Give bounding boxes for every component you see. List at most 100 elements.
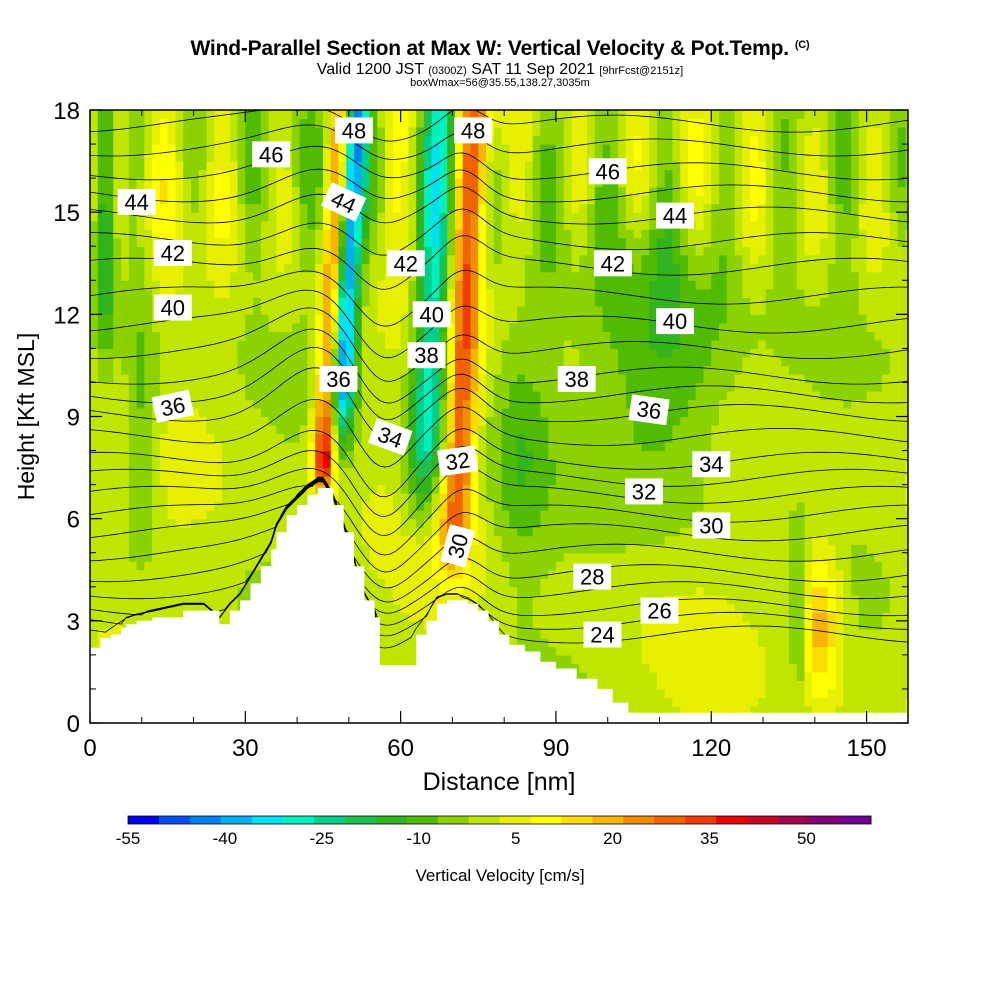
velocity-cell (540, 254, 549, 264)
velocity-cell (587, 203, 596, 213)
velocity-cell (330, 263, 340, 273)
velocity-cell (431, 280, 441, 290)
velocity-cell (408, 535, 417, 545)
velocity-cell (183, 603, 192, 613)
velocity-cell (447, 186, 456, 196)
velocity-cell (284, 373, 293, 384)
velocity-cell (517, 544, 526, 554)
velocity-cell (532, 135, 542, 145)
velocity-cell (97, 612, 107, 622)
velocity-cell (493, 450, 503, 460)
velocity-cell (493, 110, 503, 120)
velocity-cell (555, 271, 565, 281)
velocity-cell (190, 544, 200, 554)
velocity-cell (618, 654, 627, 664)
velocity-cell (571, 135, 580, 145)
velocity-cell (198, 459, 208, 469)
velocity-cell (625, 586, 635, 596)
velocity-cell (462, 178, 472, 188)
velocity-cell (369, 339, 378, 349)
velocity-cell (206, 416, 215, 426)
velocity-cell (299, 382, 309, 392)
velocity-cell (361, 586, 371, 596)
velocity-cell (501, 110, 510, 120)
velocity-cell (385, 527, 394, 537)
velocity-cell (198, 203, 208, 213)
velocity-cell (385, 339, 394, 349)
velocity-cell (198, 297, 208, 307)
velocity-cell (121, 237, 130, 247)
velocity-cell (128, 510, 138, 520)
velocity-cell (385, 220, 394, 230)
velocity-cell (478, 195, 487, 205)
velocity-cell (121, 407, 130, 418)
velocity-cell (618, 518, 627, 528)
velocity-cell (579, 144, 588, 154)
velocity-cell (237, 161, 246, 171)
velocity-cell (517, 305, 526, 315)
velocity-cell (548, 339, 557, 349)
velocity-cell (540, 510, 549, 520)
velocity-cell (517, 569, 526, 579)
velocity-cell (501, 612, 510, 622)
velocity-cell (493, 510, 503, 520)
velocity-cell (524, 263, 534, 273)
velocity-cell (571, 246, 580, 256)
velocity-cell (555, 425, 565, 435)
velocity-cell (128, 348, 138, 358)
velocity-cell (563, 518, 573, 528)
velocity-cell (183, 127, 192, 137)
velocity-cell (385, 135, 394, 145)
velocity-cell (136, 365, 145, 375)
velocity-cell (253, 331, 262, 341)
velocity-cell (408, 586, 417, 596)
velocity-cell (524, 493, 534, 503)
velocity-cell (532, 552, 542, 562)
velocity-cell (470, 382, 479, 392)
velocity-cell (322, 348, 332, 358)
velocity-cell (237, 416, 246, 426)
velocity-cell (563, 535, 573, 545)
velocity-cell (439, 535, 448, 545)
velocity-cell (369, 169, 378, 179)
velocity-cell (555, 144, 565, 154)
velocity-cell (346, 169, 355, 179)
velocity-cell (594, 280, 604, 290)
velocity-cell (610, 118, 619, 128)
velocity-cell (206, 288, 215, 298)
velocity-cell (105, 220, 114, 230)
velocity-cell (354, 365, 363, 375)
velocity-cell (478, 544, 487, 554)
velocity-cell (618, 450, 627, 460)
velocity-cell (206, 356, 215, 367)
velocity-cell (206, 152, 215, 162)
velocity-cell (470, 356, 479, 367)
velocity-cell (548, 144, 557, 154)
velocity-cell (377, 152, 386, 162)
velocity-cell (517, 322, 526, 332)
velocity-cell (291, 501, 301, 511)
velocity-cell (299, 135, 309, 145)
velocity-cell (423, 399, 433, 409)
velocity-cell (307, 305, 316, 315)
velocity-cell (222, 382, 231, 392)
velocity-cell (618, 484, 627, 494)
velocity-cell (144, 127, 153, 137)
velocity-cell (400, 467, 409, 477)
velocity-cell (478, 382, 487, 392)
velocity-cell (579, 637, 588, 647)
velocity-cell (447, 442, 456, 452)
velocity-cell (501, 169, 510, 179)
velocity-cell (555, 152, 565, 162)
velocity-cell (416, 510, 425, 520)
velocity-cell (416, 161, 425, 171)
velocity-cell (524, 612, 534, 622)
velocity-cell (509, 144, 518, 154)
velocity-cell (454, 484, 464, 494)
velocity-cell (392, 620, 402, 630)
velocity-cell (105, 476, 114, 486)
velocity-cell (532, 322, 542, 332)
velocity-cell (532, 527, 542, 537)
velocity-cell (439, 433, 448, 443)
velocity-cell (462, 476, 472, 486)
